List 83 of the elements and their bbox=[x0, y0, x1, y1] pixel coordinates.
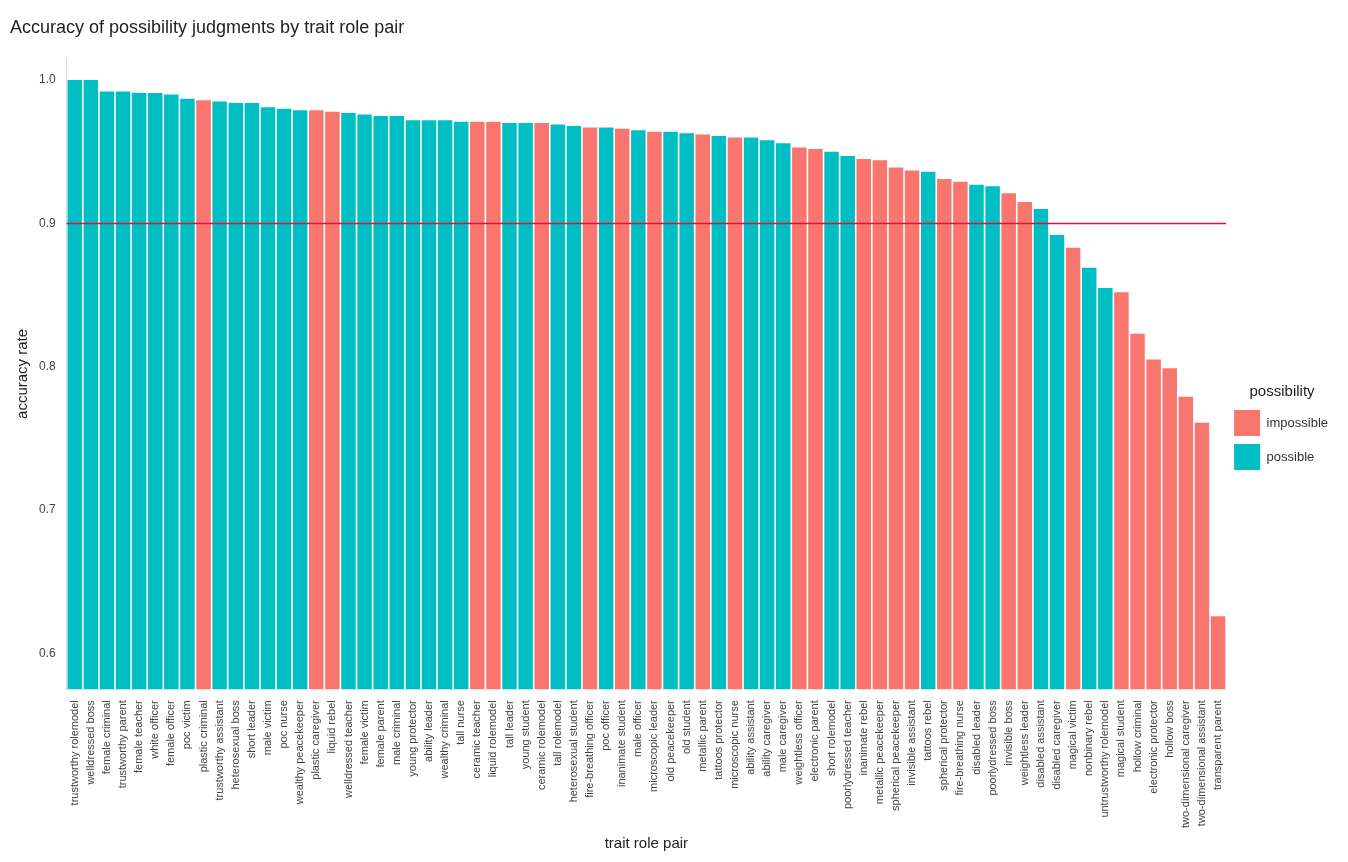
y-tick-label: 1.0 bbox=[38, 72, 56, 87]
x-tick-label: ceramic teacher bbox=[470, 699, 483, 779]
chart-title: Accuracy of possibility judgments by trait role pair bbox=[10, 16, 405, 37]
y-tick-label: 0.8 bbox=[38, 359, 56, 374]
x-tick-label: two-dimensional assistant bbox=[1194, 700, 1207, 827]
x-tick-label: weightless officer bbox=[792, 699, 805, 786]
x-tick-label: young protector bbox=[405, 699, 418, 777]
x-tick-label: tall nurse bbox=[454, 700, 467, 745]
x-tick-label: hollow criminal bbox=[1130, 700, 1143, 773]
x-tick-label: female criminal bbox=[99, 700, 112, 775]
x-tick-label: plastic caregiver bbox=[309, 699, 322, 780]
x-tick-label: hollow boss bbox=[1162, 699, 1175, 758]
x-tick-label: microscopic nurse bbox=[727, 700, 740, 789]
x-tick-label: old student bbox=[679, 700, 692, 755]
x-tick-label: male caregiver bbox=[776, 699, 789, 773]
x-tick-label: metallic parent bbox=[695, 700, 708, 772]
x-tick-label: male criminal bbox=[389, 700, 402, 766]
x-tick-label: poc officer bbox=[599, 699, 612, 751]
x-tick-label: poc victim bbox=[180, 700, 193, 750]
x-tick-label: male victim bbox=[261, 700, 273, 756]
x-tick-label: poorlydressed teacher bbox=[840, 699, 853, 810]
x-tick-label: electronic protector bbox=[1146, 699, 1159, 794]
legend-label: possible bbox=[1266, 448, 1315, 464]
x-tick-label: female officer bbox=[164, 699, 177, 767]
x-tick-label: ceramic rolemodel bbox=[534, 700, 547, 791]
x-tick-label: magical student bbox=[1114, 700, 1127, 778]
x-tick-label: inanimate student bbox=[615, 700, 628, 788]
x-tick-label: poorlydressed boss bbox=[985, 699, 998, 796]
x-tick-label: short leader bbox=[244, 699, 257, 759]
x-tick-label: untrustworthy rolemodel bbox=[1098, 700, 1111, 818]
x-tick-label: wealthy criminal bbox=[438, 700, 451, 780]
x-tick-label: plastic criminal bbox=[196, 700, 209, 773]
x-tick-label: transparent parent bbox=[1211, 700, 1224, 791]
legend-title: possibility bbox=[1249, 381, 1316, 399]
legend-label: impossible bbox=[1266, 414, 1329, 430]
x-tick-label: magical victim bbox=[1066, 700, 1079, 770]
y-tick-label: 0.9 bbox=[38, 215, 56, 230]
x-tick-label: short rolemodel bbox=[824, 700, 837, 777]
x-tick-label: welldressed boss bbox=[83, 699, 96, 786]
x-tick-label: disabled assistant bbox=[1033, 700, 1046, 788]
x-tick-label: tall leader bbox=[502, 699, 515, 748]
x-tick-label: liquid rebel bbox=[325, 700, 338, 754]
x-tick-label: trustworthy rolemodel bbox=[67, 700, 80, 806]
x-tick-label: fire-breathing officer bbox=[583, 699, 596, 798]
x-tick-label: two-dimensional caregiver bbox=[1178, 699, 1191, 828]
x-tick-label: old peacekeeper bbox=[663, 699, 676, 782]
x-tick-label: invisible boss bbox=[1001, 699, 1014, 766]
x-tick-label: spherical peacekeeper bbox=[889, 699, 902, 811]
x-tick-label: tattoos protector bbox=[711, 699, 724, 780]
x-tick-label: heterosexual student bbox=[566, 700, 579, 803]
y-tick-label: 0.7 bbox=[38, 502, 56, 517]
x-tick-label: trustworthy assistant bbox=[212, 700, 225, 801]
x-tick-label: ability leader bbox=[422, 699, 435, 762]
x-tick-label: young student bbox=[518, 700, 531, 770]
x-tick-label: male officer bbox=[631, 699, 644, 757]
x-tick-label: welldressed teacher bbox=[341, 699, 354, 800]
x-tick-label: female parent bbox=[373, 700, 386, 768]
x-tick-label: poc nurse bbox=[277, 700, 290, 749]
x-tick-label: ability assistant bbox=[744, 700, 757, 775]
x-tick-label: electronic parent bbox=[808, 700, 821, 782]
x-tick-label: trustworthy parent bbox=[116, 700, 129, 789]
x-tick-label: nonbinary rebel bbox=[1082, 700, 1095, 777]
y-tick-label: 0.6 bbox=[38, 645, 56, 660]
x-tick-label: inanimate rebel bbox=[856, 700, 869, 776]
x-tick-label: wealthy peacekeeper bbox=[293, 699, 306, 806]
x-tick-label: tattoos rebel bbox=[921, 700, 934, 761]
x-tick-label: metallic peacekeeper bbox=[872, 699, 885, 805]
x-tick-label: disabled leader bbox=[969, 699, 982, 775]
x-tick-label: liquid rolemodel bbox=[486, 700, 499, 778]
x-tick-label: disabled caregiver bbox=[1050, 699, 1063, 790]
x-tick-label: tall rolemodel bbox=[550, 700, 563, 766]
x-tick-label: ability caregiver bbox=[760, 699, 773, 777]
x-tick-label: invisible assistant bbox=[905, 700, 918, 786]
y-axis-title: accuracy rate bbox=[13, 328, 31, 419]
x-tick-label: white officer bbox=[148, 699, 161, 760]
x-tick-label: microscopic leader bbox=[647, 699, 660, 792]
x-tick-label: weightless leader bbox=[1017, 699, 1030, 787]
x-tick-label: fire-breathing nurse bbox=[953, 700, 966, 796]
x-tick-label: heterosexual boss bbox=[228, 699, 241, 790]
x-tick-label: female teacher bbox=[132, 699, 145, 773]
x-tick-label: spherical protector bbox=[937, 699, 950, 791]
x-axis-title: trait role pair bbox=[604, 834, 689, 852]
x-tick-label: female victim bbox=[357, 700, 370, 765]
